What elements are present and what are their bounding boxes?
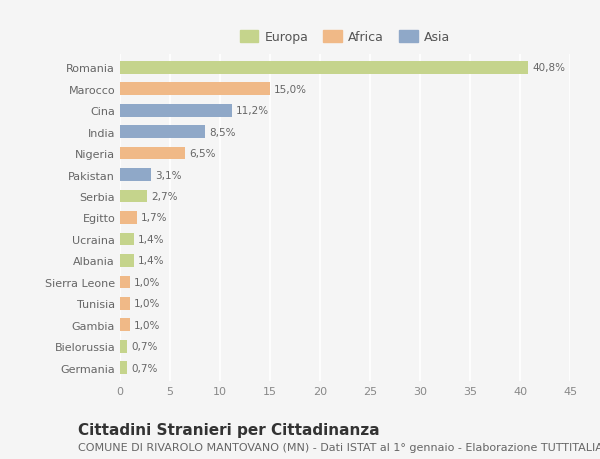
Text: 1,4%: 1,4% — [138, 256, 164, 266]
Text: 1,0%: 1,0% — [134, 320, 160, 330]
Bar — [120, 362, 127, 375]
Bar — [120, 319, 130, 332]
Bar — [120, 212, 137, 224]
Text: 6,5%: 6,5% — [189, 149, 215, 159]
Text: 1,7%: 1,7% — [141, 213, 167, 223]
Text: 1,4%: 1,4% — [138, 235, 164, 245]
Bar — [120, 190, 147, 203]
Bar — [120, 254, 134, 267]
Text: 0,7%: 0,7% — [131, 341, 157, 352]
Bar — [120, 147, 185, 160]
Text: 0,7%: 0,7% — [131, 363, 157, 373]
Text: COMUNE DI RIVAROLO MANTOVANO (MN) - Dati ISTAT al 1° gennaio - Elaborazione TUTT: COMUNE DI RIVAROLO MANTOVANO (MN) - Dati… — [78, 442, 600, 452]
Bar — [120, 83, 270, 96]
Bar — [120, 340, 127, 353]
Bar — [120, 276, 130, 289]
Bar — [120, 233, 134, 246]
Text: 1,0%: 1,0% — [134, 277, 160, 287]
Text: 40,8%: 40,8% — [532, 63, 565, 73]
Text: 15,0%: 15,0% — [274, 84, 307, 95]
Text: 1,0%: 1,0% — [134, 299, 160, 309]
Text: 8,5%: 8,5% — [209, 127, 235, 137]
Bar — [120, 169, 151, 182]
Bar — [120, 126, 205, 139]
Text: 2,7%: 2,7% — [151, 191, 178, 202]
Bar — [120, 104, 232, 117]
Bar — [120, 62, 528, 74]
Text: 11,2%: 11,2% — [236, 106, 269, 116]
Legend: Europa, Africa, Asia: Europa, Africa, Asia — [237, 29, 453, 47]
Text: Cittadini Stranieri per Cittadinanza: Cittadini Stranieri per Cittadinanza — [78, 422, 380, 437]
Bar — [120, 297, 130, 310]
Text: 3,1%: 3,1% — [155, 170, 182, 180]
